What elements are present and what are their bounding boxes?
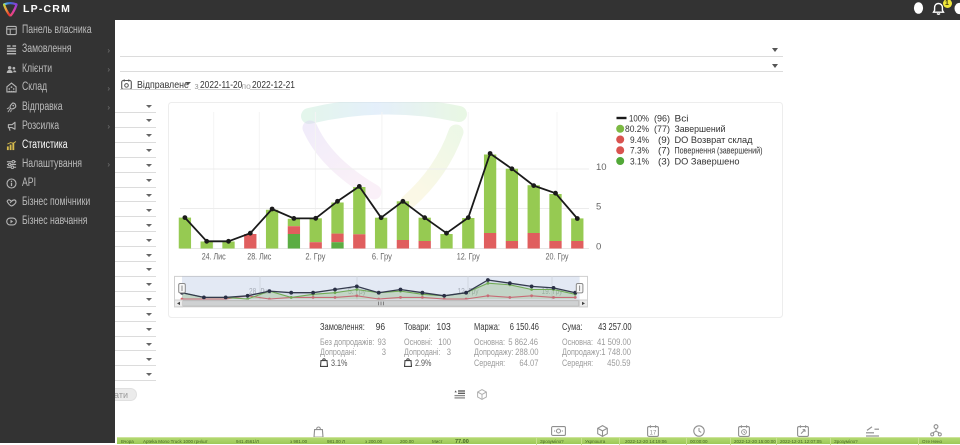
svg-text:(96): (96) — [654, 113, 670, 124]
svg-text:6. Гру: 6. Гру — [372, 252, 392, 262]
svg-text:(77): (77) — [654, 124, 670, 135]
svg-text:DO Завершено: DO Завершено — [675, 156, 740, 167]
svg-text:(3): (3) — [658, 156, 670, 167]
svg-text:2. Гру: 2. Гру — [305, 252, 325, 262]
svg-text:10: 10 — [596, 162, 607, 173]
svg-text:28. Лис: 28. Лис — [247, 252, 271, 262]
svg-text:9.4%: 9.4% — [630, 135, 649, 146]
svg-text:100%: 100% — [629, 113, 649, 124]
svg-text:DO Возврат склад: DO Возврат склад — [675, 135, 753, 146]
svg-text:Всі: Всі — [675, 113, 689, 124]
svg-text:3.1%: 3.1% — [630, 156, 649, 167]
svg-text:12. Гру: 12. Гру — [457, 252, 480, 262]
svg-text:80.2%: 80.2% — [625, 124, 649, 135]
svg-text:Повернення (завершений): Повернення (завершений) — [675, 146, 763, 157]
svg-text:(7): (7) — [658, 146, 670, 157]
svg-text:Завершений: Завершений — [675, 124, 726, 135]
svg-text:20. Гру: 20. Гру — [546, 252, 569, 262]
svg-text:0: 0 — [596, 242, 601, 253]
svg-text:(9): (9) — [658, 135, 670, 146]
svg-text:5: 5 — [596, 202, 601, 213]
svg-text:17: 17 — [650, 430, 657, 436]
svg-text:7.3%: 7.3% — [630, 146, 649, 157]
svg-text:24. Лис: 24. Лис — [202, 252, 226, 262]
